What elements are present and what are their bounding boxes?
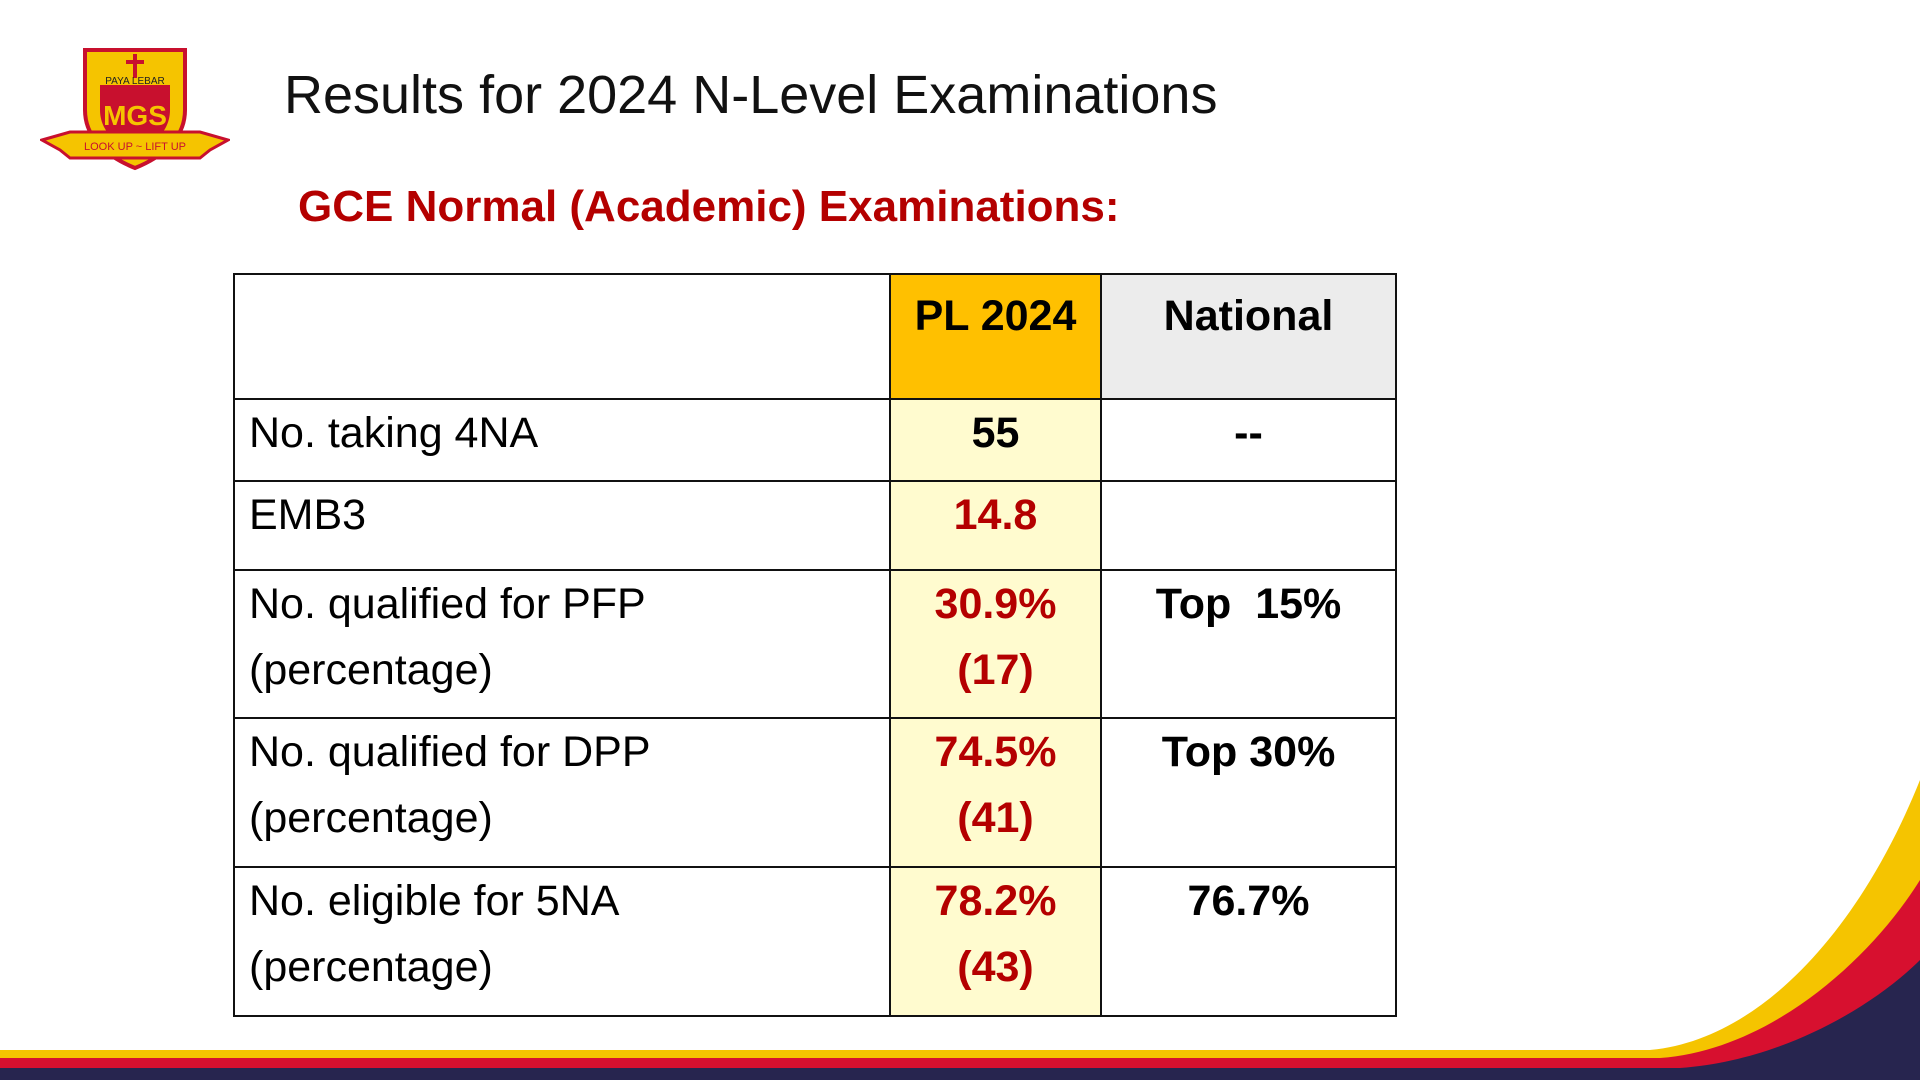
cell-line: 76.7%: [1187, 877, 1310, 925]
cell-line: Top 30%: [1161, 728, 1336, 776]
header-row: PL 2024 National: [233, 273, 1397, 400]
table-cell: 76.7%: [1100, 866, 1397, 1017]
table-cell: Top 15%: [1100, 569, 1397, 719]
cell-line: No. taking 4NA: [249, 409, 539, 457]
slide-title: Results for 2024 N-Level Examinations: [284, 65, 1218, 125]
cell-line: (41): [957, 794, 1034, 842]
logo-motto: LOOK UP ~ LIFT UP: [84, 141, 186, 153]
table-cell: No. qualified for PFP (percentage): [233, 569, 891, 719]
cell-line: 14.8: [953, 491, 1038, 539]
cell-line: No. eligible for 5NA: [249, 877, 620, 925]
table-row: EMB3 14.8: [233, 480, 1397, 571]
table-cell: 74.5% (41): [889, 717, 1102, 868]
table-cell: 78.2% (43): [889, 866, 1102, 1017]
table-cell: No. eligible for 5NA (percentage): [233, 866, 891, 1017]
slide-subtitle: GCE Normal (Academic) Examinations:: [298, 182, 1120, 231]
cell-line: (percentage): [249, 646, 493, 694]
cell-line: (percentage): [249, 794, 493, 842]
cell-line: 55: [971, 409, 1020, 457]
cell-line: 30.9%: [934, 580, 1057, 628]
cell-line: (43): [957, 943, 1034, 991]
table-row: No. eligible for 5NA (percentage) 78.2% (43…: [233, 866, 1397, 1017]
table-cell: 55: [889, 398, 1102, 482]
table-row: No. taking 4NA 55 --: [233, 398, 1397, 482]
header-cell: [233, 273, 891, 400]
results-table: PL 2024 National No. taking 4NA 55 -- EMB3 1…: [233, 273, 1397, 1017]
table-cell: Top 30%: [1100, 717, 1397, 868]
table-cell: 14.8: [889, 480, 1102, 571]
cell-line: (17): [957, 646, 1034, 694]
table-cell: EMB3: [233, 480, 891, 571]
header-cell: PL 2024: [889, 273, 1102, 400]
cell-line: 74.5%: [934, 728, 1057, 776]
header-cell: National: [1100, 273, 1397, 400]
cell-line: No. qualified for DPP: [249, 728, 651, 776]
table-cell: No. taking 4NA: [233, 398, 891, 482]
cell-line: (percentage): [249, 943, 493, 991]
table-row: No. qualified for DPP (percentage) 74.5% (4…: [233, 717, 1397, 868]
table-cell: [1100, 480, 1397, 571]
logo-initials: MGS: [103, 100, 167, 131]
table-row: No. qualified for PFP (percentage) 30.9% (1…: [233, 569, 1397, 719]
table-cell: No. qualified for DPP (percentage): [233, 717, 891, 868]
cell-line: 78.2%: [934, 877, 1057, 925]
school-logo: PAYA LEBAR MGS LOOK UP ~ LIFT UP: [40, 48, 230, 171]
cell-line: No. qualified for PFP: [249, 580, 646, 628]
cell-line: EMB3: [249, 491, 367, 539]
logo-top-text: PAYA LEBAR: [105, 76, 164, 87]
table-cell: 30.9% (17): [889, 569, 1102, 719]
cell-line: Top 15%: [1155, 580, 1342, 628]
cell-line: --: [1234, 409, 1263, 457]
table-cell: --: [1100, 398, 1397, 482]
